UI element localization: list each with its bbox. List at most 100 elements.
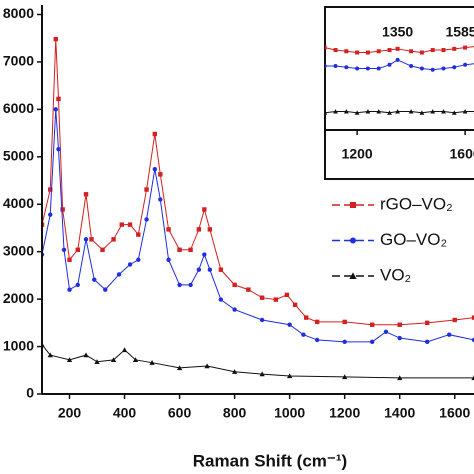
annotation: 1350 bbox=[382, 24, 413, 40]
marker bbox=[452, 317, 457, 323]
marker bbox=[344, 49, 349, 54]
marker bbox=[136, 257, 141, 262]
marker bbox=[354, 110, 360, 115]
marker bbox=[119, 222, 124, 227]
marker bbox=[202, 207, 207, 212]
marker bbox=[61, 247, 67, 252]
marker bbox=[287, 322, 292, 327]
marker bbox=[369, 339, 375, 345]
marker bbox=[397, 322, 402, 327]
marker bbox=[395, 109, 401, 114]
marker bbox=[47, 352, 53, 358]
marker bbox=[127, 222, 133, 227]
y-tick-label: 3000 bbox=[3, 242, 34, 258]
marker bbox=[344, 65, 349, 70]
x-tick-label: 1400 bbox=[384, 405, 415, 421]
marker bbox=[60, 207, 65, 212]
marker bbox=[92, 277, 97, 282]
marker bbox=[218, 267, 224, 272]
y-tick-label: 1000 bbox=[3, 337, 34, 353]
marker bbox=[56, 147, 61, 152]
marker bbox=[218, 297, 224, 302]
marker bbox=[408, 109, 414, 114]
marker bbox=[56, 96, 61, 102]
marker bbox=[158, 172, 163, 177]
marker bbox=[83, 352, 89, 358]
x-tick-label: 800 bbox=[223, 405, 247, 421]
marker bbox=[387, 110, 392, 115]
x-tick-label: 1000 bbox=[274, 405, 305, 421]
marker bbox=[89, 237, 94, 242]
marker bbox=[452, 65, 457, 70]
marker bbox=[325, 64, 327, 69]
marker bbox=[303, 315, 309, 320]
marker bbox=[53, 36, 58, 42]
marker bbox=[232, 282, 237, 288]
marker bbox=[314, 337, 320, 343]
marker bbox=[369, 322, 375, 327]
marker bbox=[158, 197, 163, 202]
marker bbox=[287, 373, 293, 379]
marker bbox=[110, 357, 117, 363]
marker bbox=[409, 49, 414, 54]
marker bbox=[83, 237, 89, 242]
marker bbox=[103, 287, 108, 292]
marker bbox=[246, 287, 251, 292]
marker bbox=[397, 335, 402, 341]
legend-label: GO–VO₂ bbox=[380, 230, 447, 249]
marker bbox=[188, 282, 193, 288]
marker bbox=[166, 257, 171, 262]
marker bbox=[419, 50, 424, 55]
marker bbox=[425, 320, 430, 326]
annotation: 1585 bbox=[445, 24, 474, 40]
marker bbox=[325, 45, 327, 50]
marker bbox=[66, 357, 73, 363]
inset-frame bbox=[324, 6, 474, 180]
marker bbox=[343, 109, 349, 114]
x-tick-label: 600 bbox=[168, 405, 192, 421]
y-tick-label: 2000 bbox=[3, 290, 34, 306]
x-axis-label: Raman Shift (cm⁻¹) bbox=[193, 451, 347, 470]
marker bbox=[111, 237, 116, 242]
marker bbox=[259, 371, 265, 377]
marker bbox=[232, 307, 237, 312]
y-tick-label: 7000 bbox=[3, 53, 34, 69]
marker bbox=[94, 359, 100, 364]
marker bbox=[451, 110, 457, 115]
marker bbox=[333, 64, 338, 69]
legend-marker bbox=[350, 237, 356, 244]
marker bbox=[177, 247, 182, 252]
marker bbox=[452, 46, 457, 51]
marker bbox=[149, 360, 155, 365]
marker bbox=[207, 227, 213, 232]
marker bbox=[127, 262, 133, 267]
x-tick-label: 1200 bbox=[342, 146, 373, 162]
marker bbox=[259, 317, 265, 323]
marker bbox=[144, 187, 149, 192]
legend-marker bbox=[349, 272, 357, 279]
x-tick-label: 400 bbox=[113, 405, 137, 421]
marker bbox=[100, 247, 105, 252]
marker bbox=[196, 267, 202, 272]
marker bbox=[292, 302, 298, 308]
y-tick-label: 0 bbox=[26, 385, 34, 401]
marker bbox=[430, 109, 436, 114]
marker bbox=[301, 332, 306, 337]
marker bbox=[447, 332, 452, 337]
marker bbox=[441, 109, 446, 114]
marker bbox=[342, 339, 347, 345]
y-tick-label: 4000 bbox=[3, 195, 34, 211]
marker bbox=[67, 257, 72, 262]
marker bbox=[231, 369, 238, 374]
marker bbox=[152, 131, 158, 137]
marker bbox=[176, 365, 183, 371]
marker bbox=[355, 66, 360, 71]
marker bbox=[166, 227, 171, 232]
marker bbox=[188, 247, 193, 252]
plot-area bbox=[325, 44, 474, 115]
marker bbox=[430, 48, 435, 53]
marker bbox=[116, 272, 122, 277]
marker bbox=[355, 50, 360, 55]
x-tick-label: 1600 bbox=[439, 405, 470, 421]
